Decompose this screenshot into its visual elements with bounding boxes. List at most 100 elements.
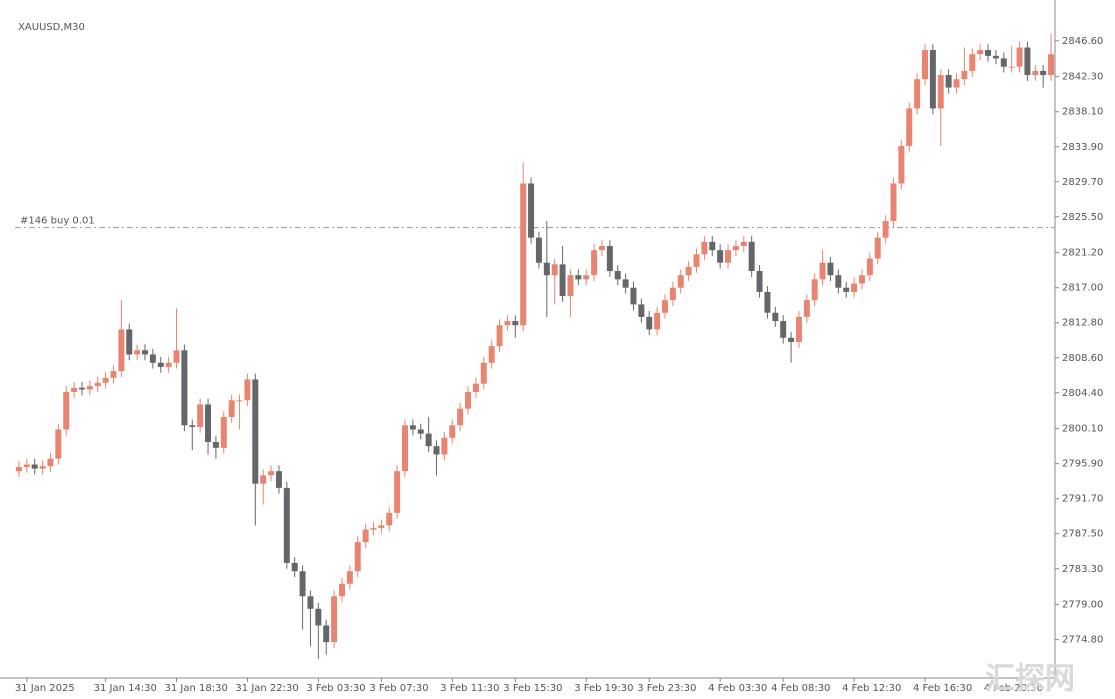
candle-body (472, 383, 479, 392)
candle-body (693, 254, 700, 267)
candle-body (882, 220, 889, 238)
candle-body (654, 312, 661, 330)
candle-body (212, 441, 219, 448)
candle-body (378, 525, 385, 528)
y-tick-label: 2787.50 (1062, 529, 1103, 540)
x-tick-label: 3 Feb 15:30 (503, 683, 562, 694)
candle-body (268, 471, 275, 476)
candle-body (496, 325, 503, 347)
candle-body (1008, 66, 1015, 68)
x-tick-label: 4 Feb 12:30 (842, 683, 901, 694)
candle-body (583, 275, 590, 280)
candle-body (685, 266, 692, 276)
x-tick-label: 4 Feb 16:30 (913, 683, 972, 694)
candle-body (94, 382, 101, 387)
candle-body (402, 425, 408, 472)
candle-body (520, 183, 527, 326)
y-tick-label: 2812.80 (1062, 318, 1103, 329)
candle-body (606, 246, 613, 272)
candle-body (575, 275, 582, 280)
candle-body (969, 54, 976, 71)
y-tick-label: 2817.00 (1062, 283, 1103, 294)
candle-body (851, 283, 858, 292)
y-tick-label: 2800.10 (1062, 424, 1103, 435)
x-tick-label: 4 Feb 20:30 (984, 683, 1043, 694)
candle-body (748, 241, 755, 272)
candle-body (86, 386, 93, 390)
candle-body (622, 279, 629, 288)
y-tick-label: 2842.30 (1062, 72, 1103, 83)
y-tick-label: 2829.70 (1062, 177, 1103, 188)
candle-body (740, 241, 747, 247)
x-tick-label: 3 Feb 23:30 (637, 683, 696, 694)
candle-body (441, 437, 448, 455)
candle-body (480, 362, 487, 384)
candle-body (945, 75, 952, 88)
candle-body (362, 529, 369, 543)
candle-body (157, 362, 164, 367)
candle-body (110, 371, 117, 378)
candle-body (732, 246, 739, 251)
y-tick-label: 2821.20 (1062, 248, 1103, 259)
candle-body (512, 321, 519, 326)
candle-body (906, 108, 913, 146)
candle-body (567, 275, 574, 297)
candle-body (15, 467, 22, 472)
candle-body (843, 287, 850, 292)
candle-body (858, 275, 865, 284)
y-tick-label: 2838.10 (1062, 107, 1103, 118)
candle-body (669, 287, 676, 301)
y-tick-label: 2825.50 (1062, 212, 1103, 223)
candle-body (1000, 58, 1007, 67)
candle-body (315, 608, 322, 626)
candle-body (835, 275, 842, 288)
candle-body (338, 583, 345, 597)
candle-body (55, 429, 62, 459)
candle-body (780, 321, 787, 338)
x-tick-label: 4 Feb 03:30 (708, 683, 767, 694)
y-tick-label: 2808.60 (1062, 353, 1103, 364)
candle-body (331, 596, 338, 643)
candle-body (260, 475, 267, 484)
candle-body (543, 262, 550, 276)
candle-body (772, 312, 779, 322)
trade-label: #146 buy 0.01 (20, 216, 95, 227)
candle-body (977, 50, 984, 55)
candle-body (102, 377, 109, 383)
chart-title: XAUUSD,M30 (18, 22, 85, 33)
candle-body (307, 596, 314, 609)
x-tick-label: 4 Feb 08:30 (771, 683, 830, 694)
candle-body (591, 250, 598, 276)
candle-body (985, 50, 992, 56)
y-tick-label: 2774.80 (1062, 635, 1103, 646)
x-tick-label: 3 Feb 19:30 (574, 683, 633, 694)
candle-body (701, 241, 708, 255)
x-tick-label: 31 Jan 14:30 (94, 683, 157, 694)
candle-body (433, 446, 440, 455)
candle-body (346, 571, 353, 584)
candle-body (173, 350, 180, 363)
candle-body (118, 329, 125, 372)
candle-body (354, 542, 361, 572)
y-tick-label: 2795.90 (1062, 459, 1103, 470)
y-tick-label: 2791.70 (1062, 494, 1103, 505)
candle-body (370, 527, 377, 530)
candle-body (504, 321, 511, 326)
candle-body (142, 350, 148, 355)
candle-body (559, 264, 566, 297)
candle-body (662, 300, 668, 313)
candle-body (457, 408, 464, 426)
candle-body (992, 55, 999, 59)
candle-body (283, 487, 290, 563)
candle-body (149, 354, 156, 363)
candle-body (953, 79, 960, 88)
candle-body (409, 425, 416, 430)
candle-body (165, 362, 172, 367)
candle-body (39, 466, 46, 469)
candle-body (23, 464, 30, 468)
candle-body (386, 512, 393, 526)
candle-body (417, 429, 424, 434)
candle-body (819, 262, 826, 280)
candle-body (725, 250, 732, 263)
